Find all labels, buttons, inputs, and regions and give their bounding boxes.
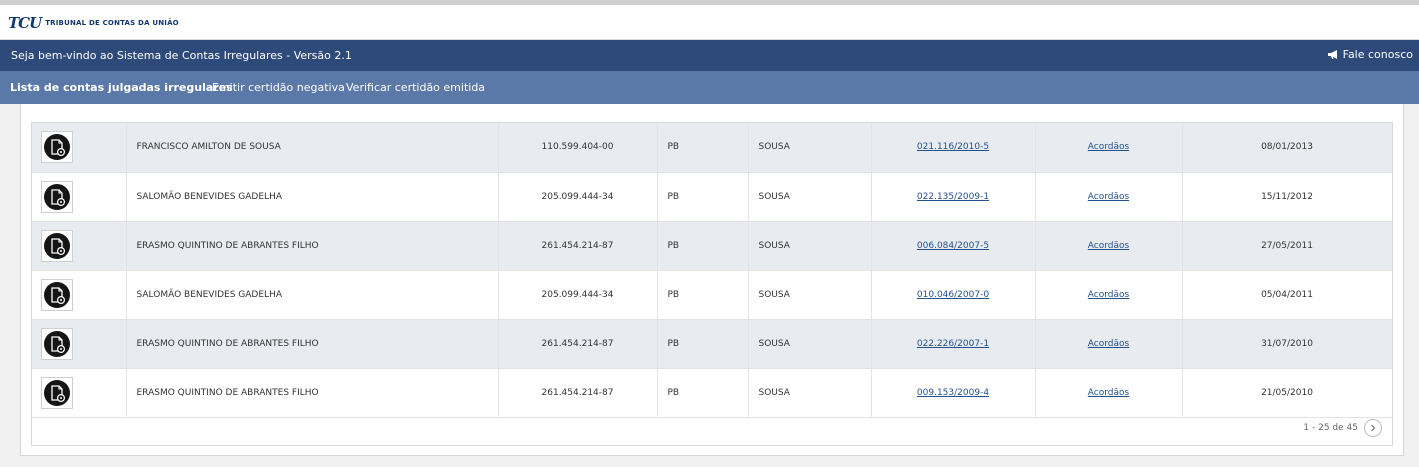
welcome-bar: Seja bem-vindo ao Sistema de Contas Irre… (0, 40, 1419, 71)
date-cell: 21/05/2010 (1182, 368, 1392, 418)
icon-cell (32, 368, 127, 418)
acordaos-link[interactable]: Acordãos (1087, 191, 1130, 202)
acordaos-link[interactable]: Acordãos (1087, 387, 1130, 398)
certificate-button[interactable] (41, 376, 73, 409)
acordaos-link[interactable]: Acordãos (1087, 338, 1130, 349)
contact-link[interactable]: Fale conosco (1327, 48, 1413, 61)
cpf-cell: 110.599.404-00 (498, 123, 658, 173)
process-cell: 006.084/2007-5 (871, 221, 1036, 271)
process-link[interactable]: 021.116/2010-5 (916, 142, 990, 153)
process-link[interactable]: 022.226/2007-1 (916, 338, 990, 349)
nav-item-verificar-certidao[interactable]: Verificar certidão emitida (346, 81, 486, 94)
name-cell: ERASMO QUINTINO DE ABRANTES FILHO (126, 319, 499, 369)
name-cell: SALOMÃO BENEVIDES GADELHA (126, 270, 499, 320)
acordaos-link[interactable]: Acordãos (1087, 289, 1130, 300)
icon-cell (32, 221, 127, 271)
acordaos-cell: Acordãos (1035, 368, 1183, 418)
main-nav: Lista de contas julgadas irregulares Emi… (0, 71, 1419, 104)
uf-cell: PB (657, 172, 749, 222)
city-cell: SOUSA (748, 172, 872, 222)
nav-item-emitir-certidao[interactable]: Emitir certidão negativa (212, 81, 345, 94)
document-gear-icon (44, 232, 70, 259)
tcu-logo[interactable]: TCU TRIBUNAL DE CONTAS DA UNIÃO (8, 14, 179, 32)
accounts-table-container[interactable]: FRANCISCO AMILTON DE SOUSA 110.599.404-00… (31, 122, 1393, 446)
accounts-table: FRANCISCO AMILTON DE SOUSA 110.599.404-00… (32, 123, 1392, 418)
table-row: FRANCISCO AMILTON DE SOUSA 110.599.404-00… (32, 123, 1392, 173)
icon-cell (32, 319, 127, 369)
document-gear-icon (44, 134, 70, 161)
table-row: ERASMO QUINTINO DE ABRANTES FILHO 261.454… (32, 221, 1392, 271)
content-panel: FRANCISCO AMILTON DE SOUSA 110.599.404-00… (20, 104, 1404, 456)
process-cell: 010.046/2007-0 (871, 270, 1036, 320)
name-cell: FRANCISCO AMILTON DE SOUSA (126, 123, 499, 173)
certificate-button[interactable] (41, 229, 73, 262)
icon-cell (32, 123, 127, 173)
date-cell: 08/01/2013 (1182, 123, 1392, 173)
certificate-button[interactable] (41, 180, 73, 213)
acordaos-cell: Acordãos (1035, 172, 1183, 222)
name-cell: ERASMO QUINTINO DE ABRANTES FILHO (126, 221, 499, 271)
table-row: ERASMO QUINTINO DE ABRANTES FILHO 261.454… (32, 319, 1392, 369)
acordaos-cell: Acordãos (1035, 221, 1183, 271)
uf-cell: PB (657, 319, 749, 369)
date-cell: 27/05/2011 (1182, 221, 1392, 271)
next-page-button[interactable] (1364, 419, 1382, 437)
process-link[interactable]: 009.153/2009-4 (916, 387, 990, 398)
process-link[interactable]: 010.046/2007-0 (916, 289, 990, 300)
cpf-cell: 261.454.214-87 (498, 221, 658, 271)
document-gear-icon (44, 379, 70, 406)
uf-cell: PB (657, 221, 749, 271)
document-gear-icon (44, 281, 70, 308)
date-cell: 05/04/2011 (1182, 270, 1392, 320)
acordaos-cell: Acordãos (1035, 270, 1183, 320)
cpf-cell: 261.454.214-87 (498, 319, 658, 369)
city-cell: SOUSA (748, 123, 872, 173)
process-cell: 022.226/2007-1 (871, 319, 1036, 369)
uf-cell: PB (657, 368, 749, 418)
table-row: SALOMÃO BENEVIDES GADELHA 205.099.444-34 P… (32, 270, 1392, 320)
uf-cell: PB (657, 123, 749, 173)
pagination-summary: 1 - 25 de 45 (1303, 423, 1358, 433)
megaphone-icon (1327, 50, 1337, 59)
brand-bar: TCU TRIBUNAL DE CONTAS DA UNIÃO (0, 5, 1419, 40)
city-cell: SOUSA (748, 221, 872, 271)
acordaos-link[interactable]: Acordãos (1087, 142, 1130, 153)
acordaos-cell: Acordãos (1035, 123, 1183, 173)
icon-cell (32, 270, 127, 320)
welcome-message: Seja bem-vindo ao Sistema de Contas Irre… (11, 49, 352, 62)
contact-label: Fale conosco (1342, 48, 1413, 61)
cpf-cell: 205.099.444-34 (498, 270, 658, 320)
city-cell: SOUSA (748, 319, 872, 369)
acordaos-link[interactable]: Acordãos (1087, 240, 1130, 251)
process-link[interactable]: 022.135/2009-1 (916, 191, 990, 202)
nav-item-lista-contas[interactable]: Lista de contas julgadas irregulares (10, 81, 233, 94)
logo-text: TRIBUNAL DE CONTAS DA UNIÃO (45, 19, 179, 27)
pagination: 1 - 25 de 45 (1303, 419, 1382, 437)
city-cell: SOUSA (748, 270, 872, 320)
process-cell: 009.153/2009-4 (871, 368, 1036, 418)
uf-cell: PB (657, 270, 749, 320)
cpf-cell: 261.454.214-87 (498, 368, 658, 418)
certificate-button[interactable] (41, 327, 73, 360)
document-gear-icon (44, 330, 70, 357)
top-border (0, 0, 1419, 5)
cpf-cell: 205.099.444-34 (498, 172, 658, 222)
certificate-button[interactable] (41, 278, 73, 311)
process-cell: 022.135/2009-1 (871, 172, 1036, 222)
city-cell: SOUSA (748, 368, 872, 418)
date-cell: 15/11/2012 (1182, 172, 1392, 222)
table-row: SALOMÃO BENEVIDES GADELHA 205.099.444-34 P… (32, 172, 1392, 222)
certificate-button[interactable] (41, 131, 73, 164)
logo-mark: TCU (8, 14, 42, 32)
name-cell: ERASMO QUINTINO DE ABRANTES FILHO (126, 368, 499, 418)
name-cell: SALOMÃO BENEVIDES GADELHA (126, 172, 499, 222)
icon-cell (32, 172, 127, 222)
process-cell: 021.116/2010-5 (871, 123, 1036, 173)
chevron-right-icon (1371, 424, 1376, 432)
document-gear-icon (44, 183, 70, 210)
table-row: ERASMO QUINTINO DE ABRANTES FILHO 261.454… (32, 368, 1392, 418)
date-cell: 31/07/2010 (1182, 319, 1392, 369)
process-link[interactable]: 006.084/2007-5 (916, 240, 990, 251)
acordaos-cell: Acordãos (1035, 319, 1183, 369)
